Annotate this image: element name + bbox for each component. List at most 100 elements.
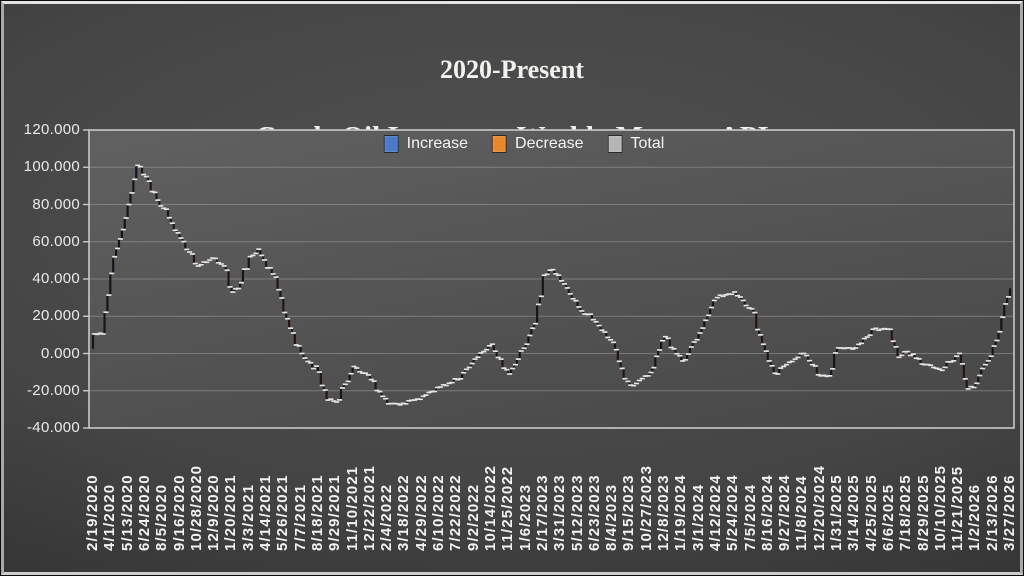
connector-line: [997, 330, 1003, 333]
x-tick-label: 3/18/2022: [395, 474, 413, 551]
waterfall-bar-increase: [207, 260, 210, 263]
x-tick-label: 6/6/2025: [879, 483, 897, 551]
connector-line: [1006, 296, 1012, 298]
waterfall-bar-increase: [345, 381, 348, 385]
waterfall-bar-decrease: [189, 251, 193, 255]
waterfall-bar-increase: [968, 386, 971, 389]
connector-line: [902, 350, 908, 353]
x-tick-label: 11/21/2025: [949, 465, 967, 551]
x-tick-label: 6/24/2020: [135, 474, 153, 551]
waterfall-bar-decrease: [599, 325, 602, 331]
connector-line: [492, 350, 498, 353]
connector-line: [567, 293, 573, 295]
connector-line: [409, 399, 415, 402]
waterfall-bar-increase: [241, 269, 245, 283]
waterfall-bar-increase: [714, 297, 717, 301]
waterfall-bar-decrease: [311, 362, 314, 369]
connector-line: [325, 399, 331, 401]
connector-line: [896, 356, 902, 359]
connector-line: [426, 391, 432, 394]
connector-line: [463, 368, 469, 371]
waterfall-bar-decrease: [582, 310, 585, 314]
connector-line: [974, 382, 980, 385]
waterfall-bar-increase: [446, 383, 449, 386]
connector-line: [360, 372, 366, 374]
x-tick-label: 6/23/2023: [585, 474, 603, 551]
connector-line: [853, 347, 859, 349]
connector-line: [931, 366, 937, 369]
waterfall-bar-decrease: [919, 358, 922, 365]
connector-line: [282, 311, 288, 314]
connector-line: [662, 335, 668, 338]
connector-line: [354, 367, 360, 369]
connector-line: [723, 293, 729, 296]
waterfall-bar-decrease: [143, 174, 147, 177]
connector-line: [893, 345, 899, 348]
waterfall-bar-increase: [980, 368, 983, 376]
connector-line: [599, 329, 605, 332]
legend-item-increase: Increase: [383, 135, 468, 153]
waterfall-bar-decrease: [187, 249, 190, 252]
waterfall-bar-increase: [484, 349, 487, 352]
y-tick-label: -40.000: [27, 419, 80, 436]
connector-line: [610, 341, 617, 344]
waterfall-bar-increase: [426, 392, 429, 396]
connector-line: [830, 368, 836, 370]
connector-line: [980, 367, 986, 370]
x-tick-label: 10/28/2020: [187, 464, 205, 551]
connector-line: [241, 268, 247, 271]
x-tick-label: 10/10/2025: [931, 464, 949, 551]
connector-line: [524, 343, 530, 346]
connector-line: [143, 175, 149, 178]
connector-line: [619, 367, 625, 370]
waterfall-bar-decrease: [161, 205, 164, 209]
connector-line: [138, 165, 144, 168]
waterfall-bar-increase: [732, 292, 735, 295]
waterfall-bar-increase: [112, 256, 115, 274]
waterfall-bar-decrease: [769, 360, 772, 366]
waterfall-bar-decrease: [576, 300, 579, 307]
waterfall-bar-decrease: [559, 275, 562, 281]
waterfall-bar-decrease: [492, 344, 495, 352]
connector-line: [613, 348, 619, 351]
connector-line: [316, 371, 322, 373]
connector-line: [97, 332, 103, 335]
connector-line: [397, 404, 403, 406]
waterfall-bar-increase: [541, 275, 544, 297]
waterfall-bar-decrease: [804, 353, 807, 356]
waterfall-bar-increase: [694, 339, 697, 343]
waterfall-bar-increase: [256, 249, 259, 254]
connector-line: [714, 296, 720, 299]
connector-line: [386, 402, 392, 405]
waterfall-bar-increase: [830, 368, 833, 376]
x-tick-label: 5/13/2020: [118, 474, 136, 551]
waterfall-bar-increase: [783, 364, 787, 367]
connector-line: [674, 352, 680, 355]
connector-line: [864, 336, 870, 338]
connector-line: [553, 273, 559, 275]
connector-line: [394, 402, 400, 405]
x-tick-label: 4/12/2024: [706, 474, 724, 551]
connector-line: [544, 273, 550, 276]
connector-line: [365, 374, 371, 376]
connector-line: [590, 318, 596, 321]
connector-line: [968, 385, 974, 388]
waterfall-bar-increase: [711, 300, 715, 308]
waterfall-bar-increase: [642, 376, 645, 379]
connector-line: [561, 283, 568, 285]
waterfall-bar-decrease: [215, 258, 219, 263]
waterfall-bar-increase: [685, 354, 689, 360]
connector-line: [331, 400, 337, 402]
connector-line: [876, 329, 882, 332]
connector-line: [933, 367, 940, 370]
legend-item-total: Total: [607, 135, 664, 153]
connector-line: [530, 327, 536, 330]
waterfall-bar-decrease: [579, 306, 582, 311]
connector-line: [697, 332, 703, 334]
waterfall-bar-decrease: [913, 354, 916, 359]
connector-line: [1000, 316, 1006, 319]
connector-line: [259, 254, 265, 257]
waterfall-bar-increase: [435, 387, 438, 392]
waterfall-bar-increase: [201, 262, 204, 265]
waterfall-bar-increase: [530, 328, 533, 336]
